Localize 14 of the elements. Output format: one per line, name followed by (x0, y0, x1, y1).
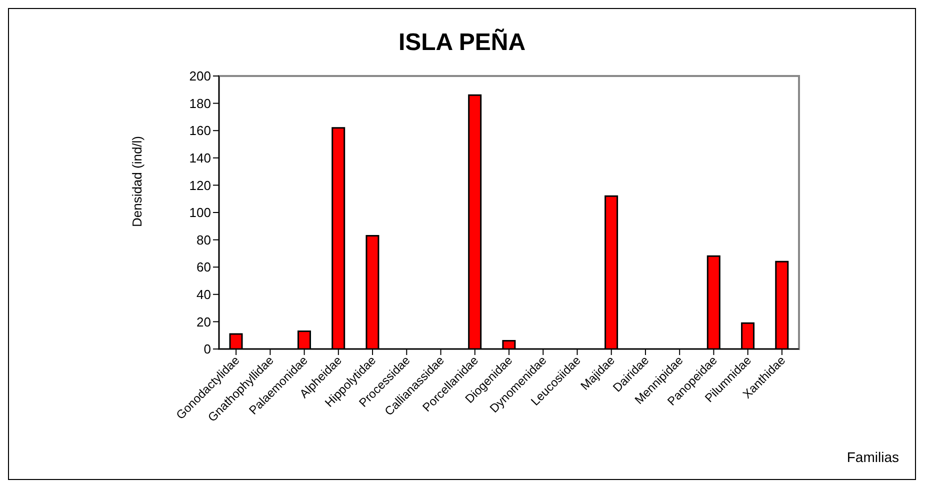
chart-title: ISLA PEÑA (397, 29, 527, 57)
y-tick-label: 100 (189, 205, 211, 220)
y-tick-label: 40 (196, 287, 211, 302)
y-tick-label: 20 (196, 314, 211, 330)
y-tick-label: 160 (189, 123, 211, 138)
y-tick-label: 200 (189, 68, 211, 84)
y-tick-label: 0 (204, 342, 211, 357)
y-tick-label: 80 (196, 232, 211, 248)
y-axis-title: Densidad (ind/l) (130, 134, 144, 230)
y-tick-label: 60 (196, 260, 211, 275)
y-tick-label: 120 (189, 178, 211, 193)
x-axis-title: Familias (846, 449, 899, 465)
y-tick-label: 140 (189, 150, 211, 166)
y-tick-label: 180 (189, 96, 211, 111)
